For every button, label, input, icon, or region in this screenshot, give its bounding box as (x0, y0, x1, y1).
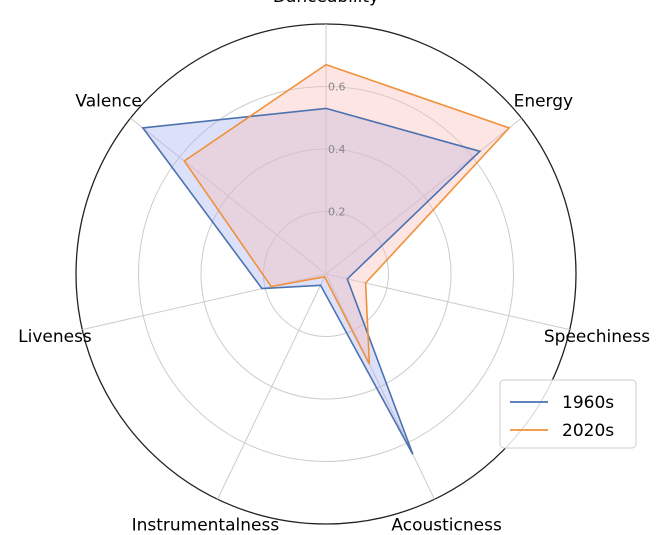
grid-spoke (217, 273, 327, 500)
radial-tick-labels: 0.2 0.4 0.6 (328, 81, 346, 219)
legend-label-1960s: 1960s (562, 393, 614, 413)
radial-tick-label: 0.6 (328, 81, 346, 94)
legend-box (499, 379, 637, 449)
series-area-2020s (184, 64, 510, 365)
grid-spoke (325, 117, 522, 275)
grid-spoke (325, 273, 435, 500)
axis-label-danceability: Danceability (273, 0, 379, 7)
legend-label-2020s: 2020s (562, 421, 614, 441)
axis-label-acousticness: Acousticness (391, 515, 502, 535)
radar-grid (75, 23, 577, 525)
legend: 1960s 2020s (499, 379, 637, 449)
axis-label-liveness: Liveness (18, 327, 92, 347)
series-area-1960s (142, 108, 480, 455)
radial-tick-label: 0.2 (328, 206, 346, 219)
axis-label-speechiness: Speechiness (544, 327, 650, 347)
grid-spoke (130, 117, 327, 275)
axis-label-valence: Valence (75, 92, 142, 112)
series-line-1960s (141, 107, 482, 455)
grid-spoke (325, 273, 570, 331)
series-line-2020s (183, 63, 511, 365)
radial-tick-label: 0.4 (328, 143, 346, 156)
axis-label-instrumentalness: Instrumentalness (132, 515, 280, 535)
radar-series (141, 63, 511, 455)
axis-labels: Danceability Energy Speechiness Acousticnes… (18, 0, 650, 535)
axis-label-energy: Energy (514, 92, 574, 112)
